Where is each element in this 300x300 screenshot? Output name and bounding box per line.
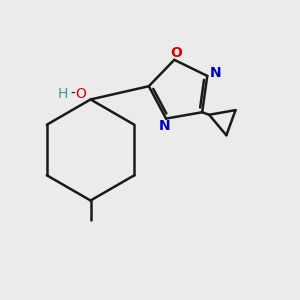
Text: H: H (58, 87, 68, 101)
Text: O: O (75, 87, 86, 101)
Text: -: - (70, 87, 75, 101)
Text: N: N (210, 66, 221, 80)
Text: O: O (170, 46, 182, 60)
Text: N: N (159, 119, 170, 133)
